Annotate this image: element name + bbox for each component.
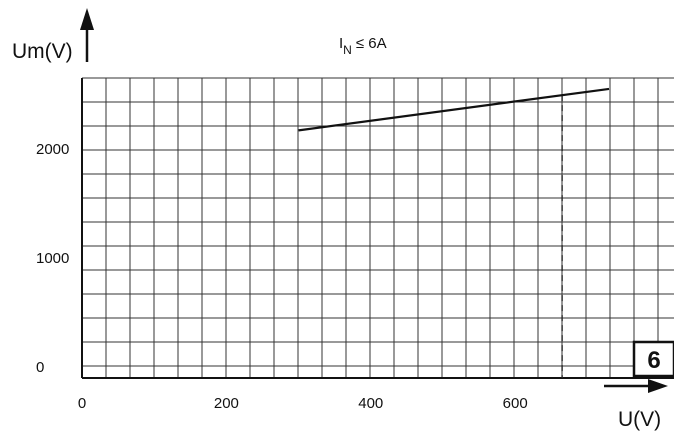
condition-relation: ≤ 6A xyxy=(356,35,387,52)
x-tick-label: 400 xyxy=(358,395,383,412)
y-tick-label: 0 xyxy=(36,359,44,376)
figure-number: 6 xyxy=(647,347,660,374)
y-tick-label: 1000 xyxy=(36,250,69,267)
condition-annotation: IN ≤ 6A xyxy=(339,35,387,57)
plot-frame xyxy=(81,78,674,379)
x-tick-label: 200 xyxy=(214,395,239,412)
y-axis-title: Um(V) xyxy=(12,40,73,63)
y-tick-labels: 0 1000 2000 xyxy=(36,141,69,376)
x-axis-arrow-icon xyxy=(648,379,668,393)
x-tick-label: 600 xyxy=(503,395,528,412)
condition-symbol: I xyxy=(339,35,343,52)
x-tick-labels: 0 200 400 600 xyxy=(78,395,528,412)
y-tick-label: 2000 xyxy=(36,141,69,158)
x-tick-label: 0 xyxy=(78,395,86,412)
grid xyxy=(81,77,674,378)
condition-subscript: N xyxy=(343,43,352,57)
figure-number-badge: 6 xyxy=(632,340,674,378)
svg-text:IN≤ 6A: IN ≤ 6A xyxy=(339,35,387,57)
y-axis-arrow-icon xyxy=(80,8,94,30)
series-line xyxy=(298,87,610,132)
x-axis-title: U(V) xyxy=(618,408,661,431)
